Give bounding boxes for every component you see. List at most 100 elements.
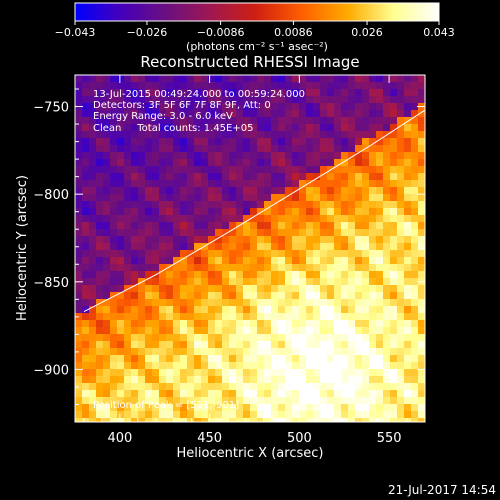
heatmap-pixel	[327, 355, 335, 363]
heatmap-pixel	[278, 152, 286, 160]
heatmap-pixel	[215, 236, 223, 244]
heatmap-pixel	[103, 334, 111, 342]
heatmap-pixel	[103, 327, 111, 335]
heatmap-pixel	[348, 103, 356, 111]
heatmap-pixel	[348, 285, 356, 293]
heatmap-pixel	[103, 152, 111, 160]
heatmap-pixel	[362, 138, 370, 146]
heatmap-pixel	[82, 327, 90, 335]
heatmap-pixel	[292, 404, 300, 412]
heatmap-pixel	[418, 194, 425, 202]
heatmap-pixel	[362, 341, 370, 349]
heatmap-pixel	[138, 215, 146, 223]
heatmap-pixel	[341, 117, 349, 125]
heatmap-pixel	[152, 222, 160, 230]
heatmap-pixel	[222, 390, 230, 398]
heatmap-pixel	[257, 320, 265, 328]
heatmap-pixel	[390, 257, 398, 265]
heatmap-pixel	[369, 299, 377, 307]
heatmap-pixel	[236, 236, 244, 244]
heatmap-pixel	[320, 131, 328, 139]
heatmap-pixel	[278, 355, 286, 363]
heatmap-pixel	[180, 159, 188, 167]
heatmap-pixel	[208, 103, 216, 111]
heatmap-pixel	[341, 250, 349, 258]
heatmap-pixel	[299, 75, 307, 83]
heatmap-pixel	[313, 215, 321, 223]
heatmap-pixel	[117, 117, 125, 125]
heatmap-pixel	[159, 418, 167, 422]
heatmap-pixel	[201, 257, 209, 265]
heatmap-pixel	[82, 390, 90, 398]
heatmap-pixel	[376, 187, 384, 195]
heatmap-pixel	[82, 278, 90, 286]
heatmap-pixel	[201, 194, 209, 202]
heatmap-pixel	[348, 145, 356, 153]
heatmap-pixel	[229, 271, 237, 279]
heatmap-pixel	[145, 159, 153, 167]
heatmap-pixel	[82, 292, 90, 300]
heatmap-pixel	[411, 243, 419, 251]
heatmap-pixel	[103, 362, 111, 370]
heatmap-pixel	[208, 243, 216, 251]
heatmap-pixel	[341, 159, 349, 167]
heatmap-pixel	[411, 327, 419, 335]
heatmap-pixel	[82, 82, 90, 90]
heatmap-pixel	[208, 152, 216, 160]
heatmap-pixel	[278, 201, 286, 209]
heatmap-pixel	[166, 166, 174, 174]
heatmap-pixel	[208, 362, 216, 370]
heatmap-pixel	[138, 236, 146, 244]
heatmap-pixel	[292, 243, 300, 251]
heatmap-pixel	[103, 369, 111, 377]
heatmap-pixel	[257, 264, 265, 272]
heatmap-pixel	[187, 292, 195, 300]
heatmap-pixel	[278, 390, 286, 398]
heatmap-pixel	[82, 159, 90, 167]
heatmap-pixel	[362, 103, 370, 111]
heatmap-pixel	[194, 271, 202, 279]
heatmap-pixel	[208, 334, 216, 342]
heatmap-pixel	[173, 362, 181, 370]
heatmap-pixel	[201, 327, 209, 335]
heatmap-pixel	[278, 404, 286, 412]
heatmap-pixel	[138, 89, 146, 97]
heatmap-pixel	[250, 131, 258, 139]
plot-area: 400 450 500 550 −750−800−850−900 13-Jul-201…	[33, 74, 426, 446]
heatmap-pixel	[222, 397, 230, 405]
heatmap-pixel	[222, 229, 230, 237]
heatmap-pixel	[215, 264, 223, 272]
heatmap-pixel	[110, 166, 118, 174]
heatmap-pixel	[180, 306, 188, 314]
heatmap-pixel	[131, 82, 139, 90]
heatmap-pixel	[271, 362, 279, 370]
chart-title: Reconstructed RHESSI Image	[140, 53, 359, 71]
heatmap-pixel	[299, 390, 307, 398]
heatmap-pixel	[285, 117, 293, 125]
heatmap-pixel	[131, 250, 139, 258]
heatmap-pixel	[376, 334, 384, 342]
heatmap-pixel	[376, 383, 384, 391]
heatmap-pixel	[187, 236, 195, 244]
heatmap-pixel	[236, 131, 244, 139]
heatmap-pixel	[355, 313, 363, 321]
heatmap-pixel	[201, 173, 209, 181]
heatmap-pixel	[208, 166, 216, 174]
heatmap-pixel	[271, 257, 279, 265]
heatmap-pixel	[89, 187, 97, 195]
heatmap-pixel	[215, 96, 223, 104]
heatmap-pixel	[82, 271, 90, 279]
heatmap-pixel	[257, 376, 265, 384]
heatmap-pixel	[327, 285, 335, 293]
heatmap-pixel	[96, 334, 104, 342]
heatmap-pixel	[103, 145, 111, 153]
heatmap-pixel	[327, 201, 335, 209]
heatmap-pixel	[89, 376, 97, 384]
heatmap-pixel	[124, 418, 132, 422]
heatmap-pixel	[411, 187, 419, 195]
heatmap-pixel	[390, 278, 398, 286]
heatmap-pixel	[271, 278, 279, 286]
heatmap-pixel	[250, 145, 258, 153]
heatmap-pixel	[411, 138, 419, 146]
heatmap-pixel	[138, 75, 146, 83]
